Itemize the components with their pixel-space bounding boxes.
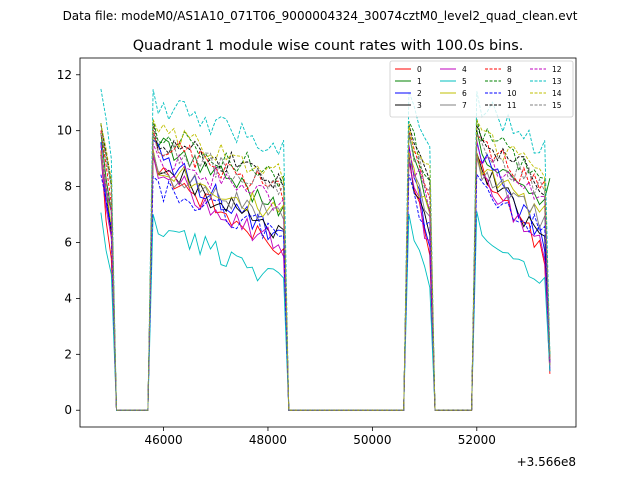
- series-line-15: [100, 131, 551, 411]
- legend-label: 5: [462, 77, 467, 86]
- legend-label: 3: [417, 101, 422, 110]
- figure-suptitle: Data file: modeM0/AS1A10_071T06_90000043…: [63, 9, 578, 23]
- x-tick-label: 48000: [249, 433, 287, 447]
- x-tick-label: 52000: [458, 433, 496, 447]
- y-axis: 0 2 4 6 8 10 12: [57, 68, 80, 417]
- legend-label: 9: [507, 77, 512, 86]
- legend-label: 15: [552, 101, 562, 110]
- x-axis: 46000 48000 50000 52000: [144, 427, 496, 447]
- y-tick-label: 0: [64, 403, 72, 417]
- legend-label: 8: [507, 65, 512, 74]
- legend-label: 10: [507, 89, 517, 98]
- series-line-9: [100, 118, 551, 411]
- x-tick-label: 46000: [144, 433, 182, 447]
- legend-label: 2: [417, 89, 422, 98]
- plot-area: [80, 58, 576, 427]
- legend-label: 12: [552, 65, 562, 74]
- legend-label: 1: [417, 77, 422, 86]
- legend-label: 11: [507, 101, 517, 110]
- legend-label: 14: [552, 89, 562, 98]
- y-tick-label: 8: [64, 180, 72, 194]
- legend-label: 7: [462, 101, 467, 110]
- y-tick-label: 10: [57, 124, 72, 138]
- y-tick-label: 12: [57, 68, 72, 82]
- series-layer: [100, 88, 551, 411]
- y-tick-label: 4: [64, 291, 72, 305]
- y-tick-label: 6: [64, 236, 72, 250]
- legend-label: 6: [462, 89, 467, 98]
- y-tick-label: 2: [64, 347, 72, 361]
- legend-label: 0: [417, 65, 422, 74]
- legend-label: 13: [552, 77, 562, 86]
- x-tick-label: 50000: [353, 433, 391, 447]
- legend-label: 4: [462, 65, 467, 74]
- legend-frame: [389, 60, 574, 118]
- x-offset-label: +3.566e8: [517, 455, 576, 469]
- chart-title: Quadrant 1 module wise count rates with …: [133, 38, 524, 54]
